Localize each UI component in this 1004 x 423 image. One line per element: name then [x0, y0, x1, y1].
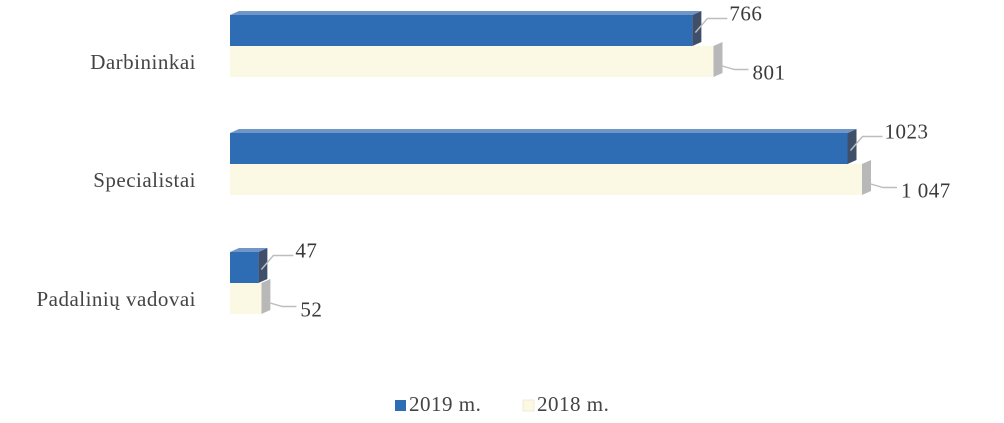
legend-swatch-2019 — [395, 400, 406, 411]
bar-side-face — [261, 278, 271, 314]
value-label: 47 — [295, 239, 317, 263]
category-label: Specialistai — [93, 168, 196, 192]
leader-line — [868, 182, 897, 189]
leader-line — [694, 17, 728, 33]
legend: 2019 m. 2018 m. — [395, 392, 609, 416]
value-label: 766 — [729, 2, 762, 26]
legend-label-2019: 2019 m. — [409, 392, 481, 416]
value-label: 1 047 — [901, 179, 951, 203]
value-label: 801 — [753, 61, 786, 85]
bar-top-face — [230, 128, 857, 133]
leader-line — [260, 254, 294, 270]
legend-swatch-2018 — [522, 399, 535, 412]
legend-label-2018: 2018 m. — [537, 392, 609, 416]
bar — [230, 283, 262, 314]
bar — [230, 252, 259, 283]
bar — [230, 133, 848, 164]
bar-side-face — [258, 247, 268, 283]
bar-side-face — [692, 10, 702, 46]
bar-side-face — [713, 41, 723, 77]
bar — [230, 164, 862, 195]
category-label: Padalinių vadovai — [36, 287, 196, 311]
bar-top-face — [230, 247, 268, 252]
bars-layer — [230, 10, 871, 314]
value-label: 52 — [300, 298, 322, 322]
leader-line — [268, 301, 297, 308]
value-label: 1023 — [885, 120, 929, 144]
bar-side-face — [862, 159, 871, 195]
leader-line — [849, 135, 883, 151]
bar — [230, 15, 693, 46]
bar-top-face — [230, 10, 702, 15]
category-label: Darbininkai — [90, 50, 196, 74]
bar — [230, 46, 714, 77]
labels-layer: Darbininkai Specialistai Padalinių vadovai… — [36, 2, 950, 322]
leader-line — [720, 64, 749, 71]
bar-side-face — [847, 128, 857, 164]
